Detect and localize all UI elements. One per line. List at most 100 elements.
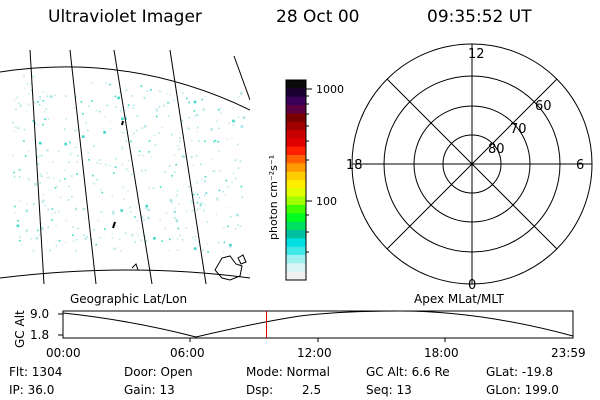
emission-pixel xyxy=(116,226,118,228)
emission-pixel xyxy=(161,240,163,242)
emission-pixel xyxy=(181,120,183,122)
colorbar-band xyxy=(286,238,306,248)
emission-pixel xyxy=(49,95,53,98)
emission-pixel xyxy=(173,217,176,219)
emission-pixel xyxy=(181,155,184,158)
emission-pixel xyxy=(159,186,162,188)
emission-pixel xyxy=(93,229,95,231)
colorbar-band xyxy=(286,146,306,156)
emission-pixel xyxy=(155,108,157,110)
emission-pixel xyxy=(92,181,94,184)
emission-pixel xyxy=(138,154,140,157)
emission-pixel xyxy=(38,103,41,106)
time-label: 09:35:52 UT xyxy=(427,7,532,27)
emission-pixel xyxy=(192,236,194,239)
emission-pixel xyxy=(199,204,202,207)
emission-pixel xyxy=(88,159,90,161)
emission-pixel xyxy=(114,166,117,168)
emission-pixel xyxy=(144,125,147,128)
emission-pixel xyxy=(185,227,187,229)
colorbar-band xyxy=(286,255,306,264)
emission-pixel xyxy=(228,207,231,209)
emission-pixel xyxy=(127,104,130,106)
emission-pixel xyxy=(196,208,199,211)
emission-pixel xyxy=(193,110,196,112)
colorbar-band xyxy=(286,230,306,239)
emission-pixel xyxy=(72,226,74,228)
emission-pixel xyxy=(109,83,111,86)
emission-pixel xyxy=(20,244,22,246)
emission-pixel xyxy=(123,198,125,201)
emission-pixel xyxy=(191,209,193,212)
emission-pixel xyxy=(99,162,102,165)
emission-pixel xyxy=(190,200,193,202)
emission-pixel xyxy=(231,181,233,184)
emission-pixel xyxy=(207,251,209,253)
emission-pixel xyxy=(193,100,197,104)
emission-pixel xyxy=(215,213,218,216)
emission-pixel xyxy=(55,224,57,227)
emission-pixel xyxy=(111,233,114,235)
emission-pixel xyxy=(195,154,198,158)
emission-pixel xyxy=(219,112,222,114)
emission-pixel xyxy=(117,96,120,100)
emission-pixel xyxy=(40,227,44,230)
emission-pixel xyxy=(169,94,171,96)
emission-pixel xyxy=(110,128,112,130)
emission-pixel xyxy=(85,121,87,124)
emission-pixel xyxy=(212,170,214,172)
emission-pixel xyxy=(148,151,150,153)
emission-pixel xyxy=(41,200,45,203)
emission-pixel xyxy=(171,202,173,204)
emission-pixel xyxy=(34,122,36,124)
colorbar-band xyxy=(286,163,306,173)
emission-pixel xyxy=(76,161,78,163)
emission-pixel xyxy=(153,237,156,240)
emission-pixel xyxy=(144,169,147,172)
emission-pixel xyxy=(203,203,206,205)
emission-pixel xyxy=(179,234,181,237)
emission-pixel xyxy=(56,185,58,187)
emission-pixel xyxy=(204,194,206,197)
emission-pixel xyxy=(141,127,144,129)
emission-pixel xyxy=(107,104,110,107)
emission-pixel xyxy=(194,235,197,238)
colorbar-gradient xyxy=(286,80,306,281)
emission-pixel xyxy=(134,241,137,243)
date-label: 28 Oct 00 xyxy=(276,7,360,27)
emission-pixel xyxy=(217,141,220,143)
emission-pixel xyxy=(158,132,160,134)
emission-pixel xyxy=(31,89,33,91)
emission-pixel xyxy=(75,249,78,252)
emission-pixel xyxy=(125,115,127,118)
map-caption-geographic: Geographic Lat/Lon xyxy=(70,292,188,306)
emission-pixel xyxy=(217,109,220,111)
emission-pixel xyxy=(198,244,201,247)
emission-pixel xyxy=(204,176,207,178)
emission-pixel xyxy=(191,140,193,142)
emission-pixel xyxy=(77,227,79,230)
emission-pixel xyxy=(176,190,179,192)
door-readout: Door: Open xyxy=(124,365,193,379)
emission-pixel xyxy=(130,173,133,176)
emission-pixel xyxy=(46,172,48,174)
emission-pixel xyxy=(26,83,29,85)
emission-pixel xyxy=(54,94,56,96)
emission-pixel xyxy=(37,229,39,232)
emission-pixel xyxy=(68,161,70,163)
emission-pixel xyxy=(47,117,50,120)
emission-pixel xyxy=(42,91,44,93)
emission-pixel xyxy=(182,92,184,94)
emission-pixel xyxy=(121,163,123,166)
emission-pixel xyxy=(92,174,94,177)
latitude-line xyxy=(0,66,250,111)
emission-pixel xyxy=(239,225,242,228)
emission-pixel xyxy=(16,96,18,99)
emission-pixel xyxy=(64,241,67,244)
coastline xyxy=(214,255,243,281)
emission-pixel xyxy=(178,148,180,151)
colorbar-band xyxy=(286,213,306,223)
emission-pixel xyxy=(179,137,181,139)
emission-pixel xyxy=(16,224,20,228)
emission-pixel xyxy=(202,108,205,111)
